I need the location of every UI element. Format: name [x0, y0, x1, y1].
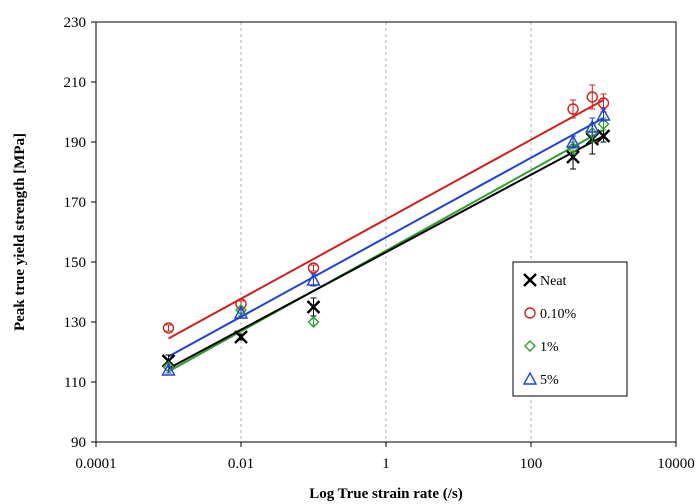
- y-axis-ticks: 90 110 130 150 170 190 210 230: [64, 15, 96, 451]
- legend-label: 1%: [540, 340, 559, 355]
- data-point-triangle: [306, 272, 321, 286]
- legend-label: 0.10%: [540, 307, 577, 322]
- y-tick-label: 130: [64, 315, 87, 331]
- y-tick-label: 210: [64, 75, 87, 91]
- y-tick-label: 90: [71, 435, 86, 451]
- x-tick-label: 1: [382, 456, 390, 472]
- legend-marker-x: [523, 273, 537, 287]
- x-axis-label: Log True strain rate (/s): [309, 486, 463, 502]
- data-point-triangle: [596, 107, 611, 121]
- y-tick-label: 150: [64, 255, 87, 271]
- data-point-x: [161, 354, 176, 368]
- x-axis-ticks: 0.0001 0.01 1 100 10000: [75, 442, 695, 472]
- data-point-x: [596, 129, 611, 143]
- x-tick-label: 0.01: [228, 456, 254, 472]
- y-tick-label: 110: [64, 375, 86, 391]
- y-tick-label: 230: [64, 15, 87, 31]
- data-point-o: [586, 91, 598, 103]
- error-bar: [570, 99, 577, 119]
- fit-line-triangle: [168, 117, 604, 358]
- data-point-x: [566, 150, 580, 164]
- y-tick-label: 170: [64, 195, 87, 211]
- y-axis-label: Peak true yield strength [MPa]: [12, 133, 28, 331]
- x-tick-label: 0.0001: [75, 456, 116, 472]
- data-point-o: [162, 322, 175, 334]
- legend-box: [512, 261, 628, 397]
- x-tick-label: 100: [520, 456, 543, 472]
- legend: Neat 0.10% 1% 5%: [512, 261, 628, 397]
- data-point-diamond: [597, 118, 610, 130]
- legend-marker-o: [524, 307, 536, 319]
- legend-label: 5%: [540, 373, 559, 388]
- legend-marker-diamond: [524, 340, 536, 352]
- data-point-x: [306, 300, 321, 314]
- data-point-triangle: [233, 305, 249, 319]
- data-point-triangle: [585, 119, 600, 133]
- error-bar: [589, 84, 596, 110]
- data-point-o: [567, 103, 579, 115]
- y-tick-label: 190: [64, 135, 87, 151]
- data-point-diamond: [307, 316, 320, 328]
- data-point-triangle: [161, 362, 176, 376]
- legend-marker-triangle: [522, 371, 538, 385]
- data-point-triangle: [565, 134, 581, 148]
- x-tick-label: 10000: [657, 456, 695, 472]
- legend-label: Neat: [540, 274, 567, 289]
- fit-line-x: [168, 135, 604, 370]
- data-point-x: [234, 330, 248, 344]
- fit-line-diamond: [168, 129, 604, 373]
- data-points: [161, 84, 611, 376]
- error-bar: [165, 324, 172, 332]
- error-bar: [310, 264, 317, 272]
